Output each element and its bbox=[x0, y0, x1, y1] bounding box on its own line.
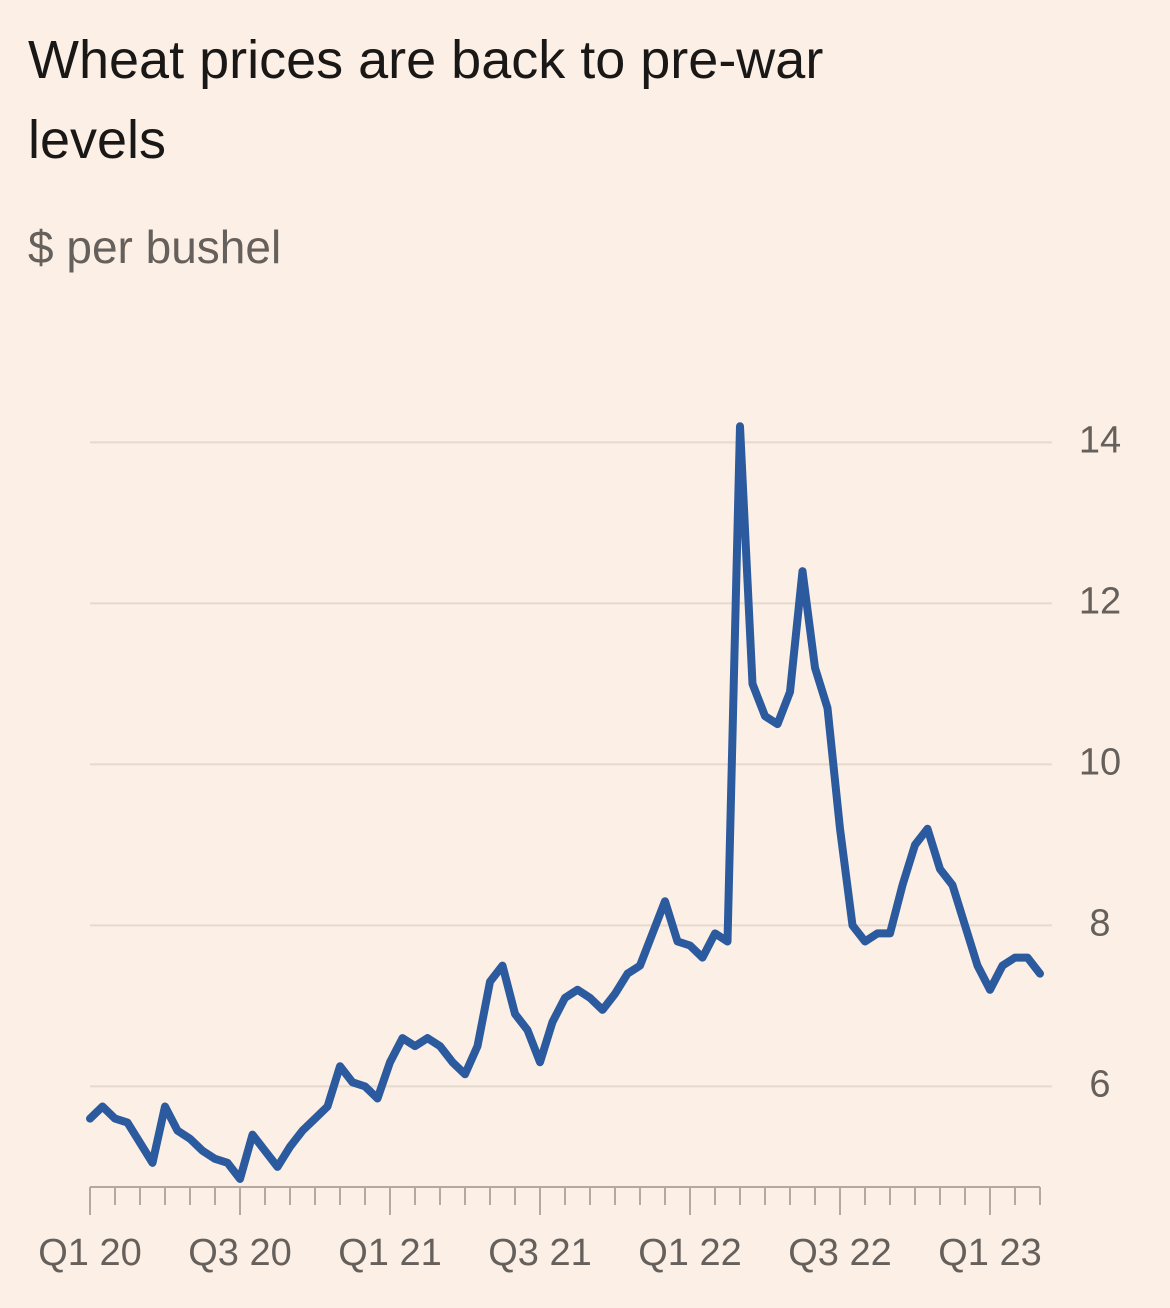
chart-title: Wheat prices are back to pre-war levels bbox=[28, 30, 824, 170]
x-tick-label: Q1 21 bbox=[338, 1232, 442, 1274]
y-tick-label: 6 bbox=[1089, 1063, 1110, 1105]
y-tick-label: 10 bbox=[1079, 741, 1121, 783]
y-tick-label: 8 bbox=[1089, 902, 1110, 944]
y-tick-label: 12 bbox=[1079, 580, 1121, 622]
x-tick-label: Q3 22 bbox=[788, 1232, 892, 1274]
chart-subtitle: $ per bushel bbox=[28, 221, 282, 273]
x-tick-label: Q1 20 bbox=[38, 1232, 142, 1274]
y-tick-label: 14 bbox=[1079, 419, 1121, 461]
price-line bbox=[86, 422, 1044, 1183]
x-tick-label: Q3 20 bbox=[188, 1232, 292, 1274]
x-tick-label: Q1 22 bbox=[638, 1232, 742, 1274]
x-tick-label: Q1 23 bbox=[938, 1232, 1042, 1274]
x-tick-label: Q3 21 bbox=[488, 1232, 592, 1274]
